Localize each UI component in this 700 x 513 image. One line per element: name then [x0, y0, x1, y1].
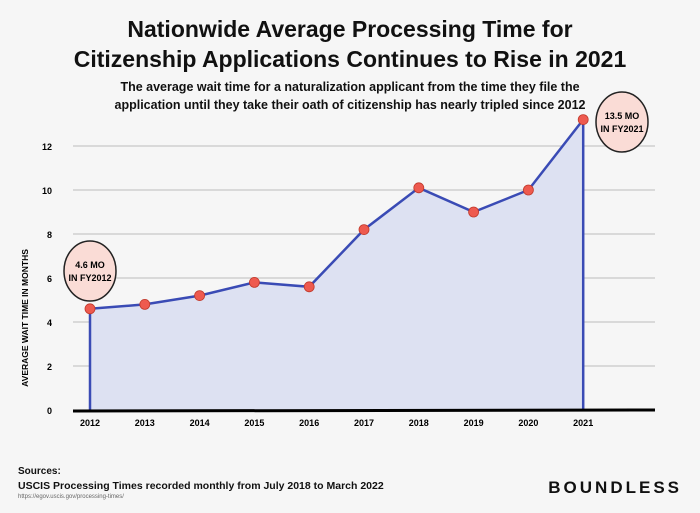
sources-label: Sources: — [18, 466, 61, 477]
y-tick-label: 10 — [42, 186, 52, 196]
y-tick-label: 6 — [47, 274, 52, 284]
data-point — [468, 206, 480, 218]
title-line-2: Citizenship Applications Continues to Ri… — [73, 46, 627, 72]
series-line — [89, 118, 585, 311]
data-point — [358, 224, 370, 236]
x-tick-label: 2016 — [299, 418, 319, 428]
x-axis-line — [72, 408, 656, 413]
title-line-1: Nationwide Average Processing Time for — [127, 16, 573, 42]
data-point — [248, 276, 260, 288]
x-tick-label: 2018 — [409, 418, 429, 428]
source-url[interactable]: https://egov.uscis.gov/processing-times/ — [18, 494, 124, 500]
brand-logo: BOUNDLESS — [548, 478, 682, 497]
annotation-bubble — [63, 240, 117, 302]
subtitle-line-1: The average wait time for a naturalizati… — [120, 80, 580, 94]
x-tick-label: 2021 — [573, 418, 593, 428]
x-tick-label: 2019 — [464, 418, 484, 428]
x-tick-label: 2017 — [354, 418, 374, 428]
y-tick-label: 2 — [47, 362, 52, 372]
chart-subtitle: The average wait time for a naturalizati… — [0, 78, 700, 114]
annotation-line-1: 4.6 MO — [75, 260, 105, 270]
y-tick-label: 12 — [42, 142, 52, 152]
x-tick-label: 2012 — [80, 418, 100, 428]
x-tick-label: 2020 — [518, 418, 538, 428]
y-tick-label: 8 — [47, 230, 52, 240]
data-point — [523, 184, 534, 196]
data-point — [194, 290, 206, 302]
area-fill — [90, 119, 584, 410]
source-text: USCIS Processing Times recorded monthly … — [18, 480, 384, 492]
data-point — [84, 303, 96, 315]
data-point — [139, 298, 151, 310]
annotation-line-2: IN FY2021 — [600, 124, 643, 134]
y-tick-label: 4 — [47, 318, 52, 328]
x-tick-label: 2015 — [244, 418, 264, 428]
x-tick-label: 2013 — [135, 418, 155, 428]
chart-title: Nationwide Average Processing Time for Ci… — [0, 14, 700, 74]
x-tick-label: 2014 — [190, 418, 210, 428]
data-point — [577, 114, 589, 125]
annotation-line-2: IN FY2012 — [68, 273, 111, 283]
y-axis-label: AVERAGE WAIT TIME IN MONTHS — [20, 249, 30, 387]
annotation-bubble — [595, 91, 649, 153]
y-tick-label: 0 — [47, 406, 52, 416]
subtitle-line-2: application until they take their oath o… — [114, 98, 586, 112]
data-point — [413, 182, 425, 194]
data-point — [303, 281, 315, 293]
annotation-line-1: 13.5 MO — [605, 111, 640, 121]
